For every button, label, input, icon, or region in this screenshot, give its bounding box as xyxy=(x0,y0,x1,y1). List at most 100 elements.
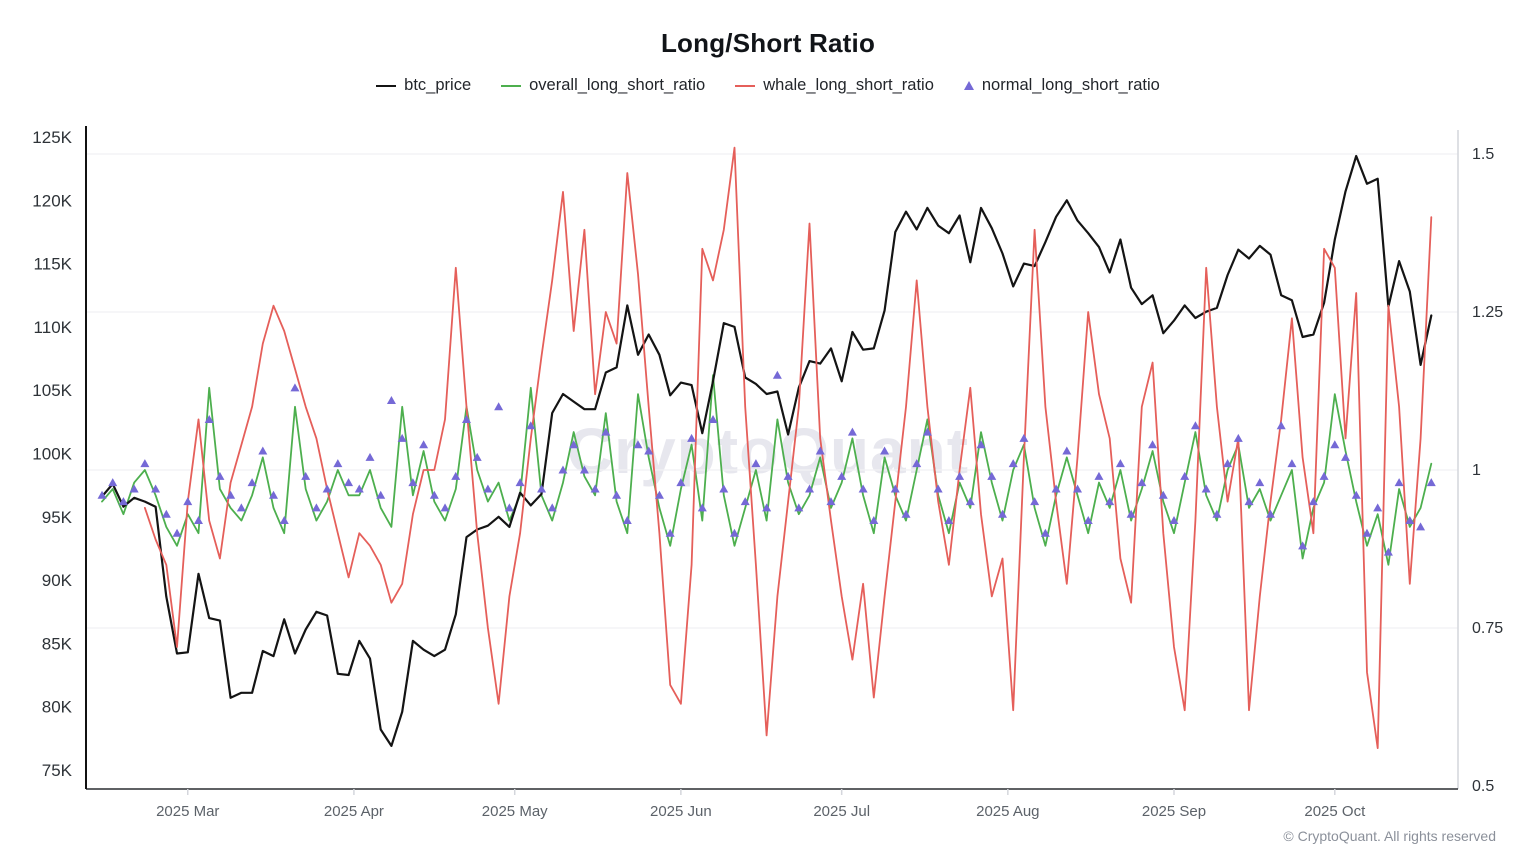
normal-ratio-marker[interactable] xyxy=(386,395,396,404)
normal-ratio-marker[interactable] xyxy=(654,490,664,499)
normal-ratio-marker[interactable] xyxy=(1223,459,1233,468)
normal-ratio-marker[interactable] xyxy=(258,446,268,455)
normal-ratio-marker[interactable] xyxy=(579,465,589,474)
normal-ratio-marker[interactable] xyxy=(354,484,364,493)
normal-ratio-marker[interactable] xyxy=(740,497,750,506)
normal-ratio-marker[interactable] xyxy=(633,440,643,449)
normal-ratio-marker[interactable] xyxy=(461,414,471,423)
normal-ratio-marker[interactable] xyxy=(826,497,836,506)
normal-ratio-marker[interactable] xyxy=(290,383,300,392)
normal-ratio-marker[interactable] xyxy=(783,471,793,480)
normal-ratio-marker[interactable] xyxy=(172,528,182,537)
normal-ratio-marker[interactable] xyxy=(772,370,782,379)
normal-ratio-marker[interactable] xyxy=(1233,433,1243,442)
normal-ratio-marker[interactable] xyxy=(1105,497,1115,506)
normal-ratio-marker[interactable] xyxy=(1051,484,1061,493)
normal-ratio-marker[interactable] xyxy=(1298,541,1308,550)
normal-ratio-marker[interactable] xyxy=(97,490,107,499)
normal-ratio-marker[interactable] xyxy=(1094,471,1104,480)
normal-ratio-marker[interactable] xyxy=(1330,440,1340,449)
normal-ratio-marker[interactable] xyxy=(226,490,236,499)
normal-ratio-marker[interactable] xyxy=(837,471,847,480)
normal-ratio-marker[interactable] xyxy=(590,484,600,493)
normal-ratio-marker[interactable] xyxy=(311,503,321,512)
normal-ratio-marker[interactable] xyxy=(729,528,739,537)
normal-ratio-marker[interactable] xyxy=(708,414,718,423)
normal-ratio-marker[interactable] xyxy=(1319,471,1329,480)
normal-ratio-marker[interactable] xyxy=(397,433,407,442)
normal-ratio-marker[interactable] xyxy=(108,478,118,487)
normal-ratio-marker[interactable] xyxy=(1115,459,1125,468)
normal-ratio-marker[interactable] xyxy=(762,503,772,512)
normal-ratio-marker[interactable] xyxy=(161,509,171,518)
normal-ratio-marker[interactable] xyxy=(440,503,450,512)
normal-ratio-marker[interactable] xyxy=(676,478,686,487)
normal-ratio-marker[interactable] xyxy=(279,516,289,525)
normal-ratio-marker[interactable] xyxy=(1287,459,1297,468)
normal-ratio-marker[interactable] xyxy=(805,484,815,493)
normal-ratio-marker[interactable] xyxy=(1244,497,1254,506)
legend-item-overall-ratio[interactable]: overall_long_short_ratio xyxy=(501,76,705,95)
normal-ratio-marker[interactable] xyxy=(193,516,203,525)
normal-ratio-marker[interactable] xyxy=(1019,433,1029,442)
normal-ratio-marker[interactable] xyxy=(751,459,761,468)
series-overall_long_short_ratio[interactable] xyxy=(101,374,1433,566)
normal-ratio-marker[interactable] xyxy=(1137,478,1147,487)
normal-ratio-marker[interactable] xyxy=(1212,509,1222,518)
normal-ratio-marker[interactable] xyxy=(1351,490,1361,499)
normal-ratio-marker[interactable] xyxy=(697,503,707,512)
normal-ratio-marker[interactable] xyxy=(547,503,557,512)
normal-ratio-marker[interactable] xyxy=(1158,490,1168,499)
normal-ratio-marker[interactable] xyxy=(869,516,879,525)
normal-ratio-marker[interactable] xyxy=(408,478,418,487)
normal-ratio-marker[interactable] xyxy=(1148,440,1158,449)
normal-ratio-marker[interactable] xyxy=(140,459,150,468)
normal-ratio-marker[interactable] xyxy=(1383,547,1393,556)
normal-ratio-marker[interactable] xyxy=(215,471,225,480)
normal-ratio-marker[interactable] xyxy=(269,490,279,499)
normal-ratio-marker[interactable] xyxy=(1083,516,1093,525)
normal-ratio-marker[interactable] xyxy=(504,503,514,512)
normal-ratio-marker[interactable] xyxy=(1341,452,1351,461)
normal-ratio-marker[interactable] xyxy=(976,440,986,449)
normal-ratio-marker[interactable] xyxy=(1255,478,1265,487)
normal-ratio-marker[interactable] xyxy=(483,484,493,493)
legend-item-btc-price[interactable]: btc_price xyxy=(376,76,471,95)
normal-ratio-marker[interactable] xyxy=(526,421,536,430)
normal-ratio-marker[interactable] xyxy=(933,484,943,493)
normal-ratio-marker[interactable] xyxy=(1126,509,1136,518)
normal-ratio-marker[interactable] xyxy=(847,427,857,436)
normal-ratio-marker[interactable] xyxy=(1040,528,1050,537)
normal-ratio-marker[interactable] xyxy=(472,452,482,461)
normal-ratio-marker[interactable] xyxy=(794,503,804,512)
legend-item-whale-ratio[interactable]: whale_long_short_ratio xyxy=(735,76,934,95)
normal-ratio-marker[interactable] xyxy=(1405,516,1415,525)
normal-ratio-marker[interactable] xyxy=(365,452,375,461)
normal-ratio-marker[interactable] xyxy=(204,414,214,423)
normal-ratio-marker[interactable] xyxy=(644,446,654,455)
normal-ratio-marker[interactable] xyxy=(1308,497,1318,506)
normal-ratio-marker[interactable] xyxy=(912,459,922,468)
normal-ratio-marker[interactable] xyxy=(997,509,1007,518)
normal-ratio-marker[interactable] xyxy=(118,497,128,506)
normal-ratio-marker[interactable] xyxy=(1169,516,1179,525)
normal-ratio-marker[interactable] xyxy=(1073,484,1083,493)
normal-ratio-marker[interactable] xyxy=(987,471,997,480)
normal-ratio-marker[interactable] xyxy=(333,459,343,468)
normal-ratio-marker[interactable] xyxy=(955,471,965,480)
normal-ratio-marker[interactable] xyxy=(1276,421,1286,430)
normal-ratio-marker[interactable] xyxy=(569,440,579,449)
normal-ratio-marker[interactable] xyxy=(612,490,622,499)
normal-ratio-marker[interactable] xyxy=(1394,478,1404,487)
normal-ratio-marker[interactable] xyxy=(494,402,504,411)
normal-ratio-marker[interactable] xyxy=(1030,497,1040,506)
normal-ratio-marker[interactable] xyxy=(151,484,161,493)
normal-ratio-marker[interactable] xyxy=(537,484,547,493)
normal-ratio-marker[interactable] xyxy=(719,484,729,493)
normal-ratio-marker[interactable] xyxy=(890,484,900,493)
normal-ratio-marker[interactable] xyxy=(665,528,675,537)
normal-ratio-marker[interactable] xyxy=(1190,421,1200,430)
normal-ratio-marker[interactable] xyxy=(429,490,439,499)
normal-ratio-marker[interactable] xyxy=(944,516,954,525)
normal-ratio-marker[interactable] xyxy=(880,446,890,455)
